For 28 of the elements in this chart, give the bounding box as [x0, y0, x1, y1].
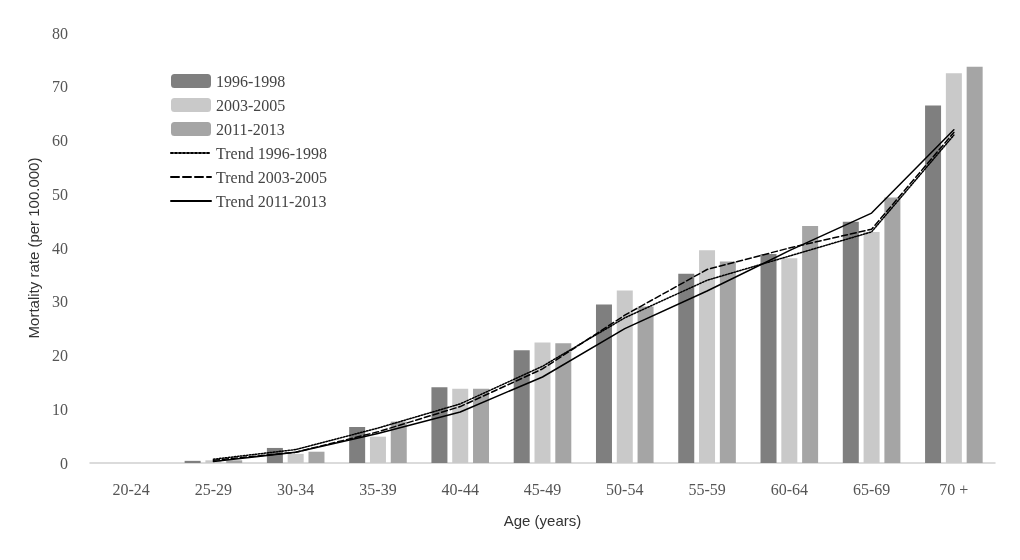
- legend-label: Trend 2011-2013: [216, 192, 327, 210]
- x-tick-label: 50-54: [606, 480, 644, 498]
- y-tick-label: 40: [52, 239, 68, 257]
- x-tick-label: 60-64: [770, 480, 808, 498]
- y-tick-label: 50: [52, 185, 68, 203]
- x-tick-label: 40-44: [441, 480, 479, 498]
- x-tick-label: 65-69: [852, 480, 891, 498]
- legend-label: Trend 1996-1998: [216, 144, 327, 162]
- y-tick-label: 0: [60, 454, 68, 472]
- legend-label: 2003-2005: [216, 96, 286, 114]
- legend-label: Trend 2003-2005: [216, 168, 327, 186]
- x-tick-label: 20-24: [112, 480, 150, 498]
- y-tick-label: 70: [52, 78, 68, 96]
- x-tick-label: 30-34: [277, 480, 315, 498]
- y-tick-label: 80: [52, 24, 68, 42]
- y-axis-title: Mortality rate (per 100.000): [25, 157, 43, 339]
- legend-label: 1996-1998: [216, 72, 286, 90]
- y-tick-label: 30: [52, 293, 68, 311]
- x-tick-label: 45-49: [523, 480, 562, 498]
- y-tick-label: 10: [52, 400, 68, 418]
- x-tick-label: 35-39: [359, 480, 397, 498]
- legend-label: 2011-2013: [216, 120, 285, 138]
- x-axis-title: Age (years): [503, 512, 582, 529]
- y-tick-label: 60: [52, 132, 68, 149]
- y-tick-label: 20: [52, 347, 68, 364]
- x-tick-label: 55-59: [688, 480, 726, 498]
- x-tick-label: 25-29: [194, 480, 233, 498]
- x-tick-label: 70 +: [939, 480, 969, 498]
